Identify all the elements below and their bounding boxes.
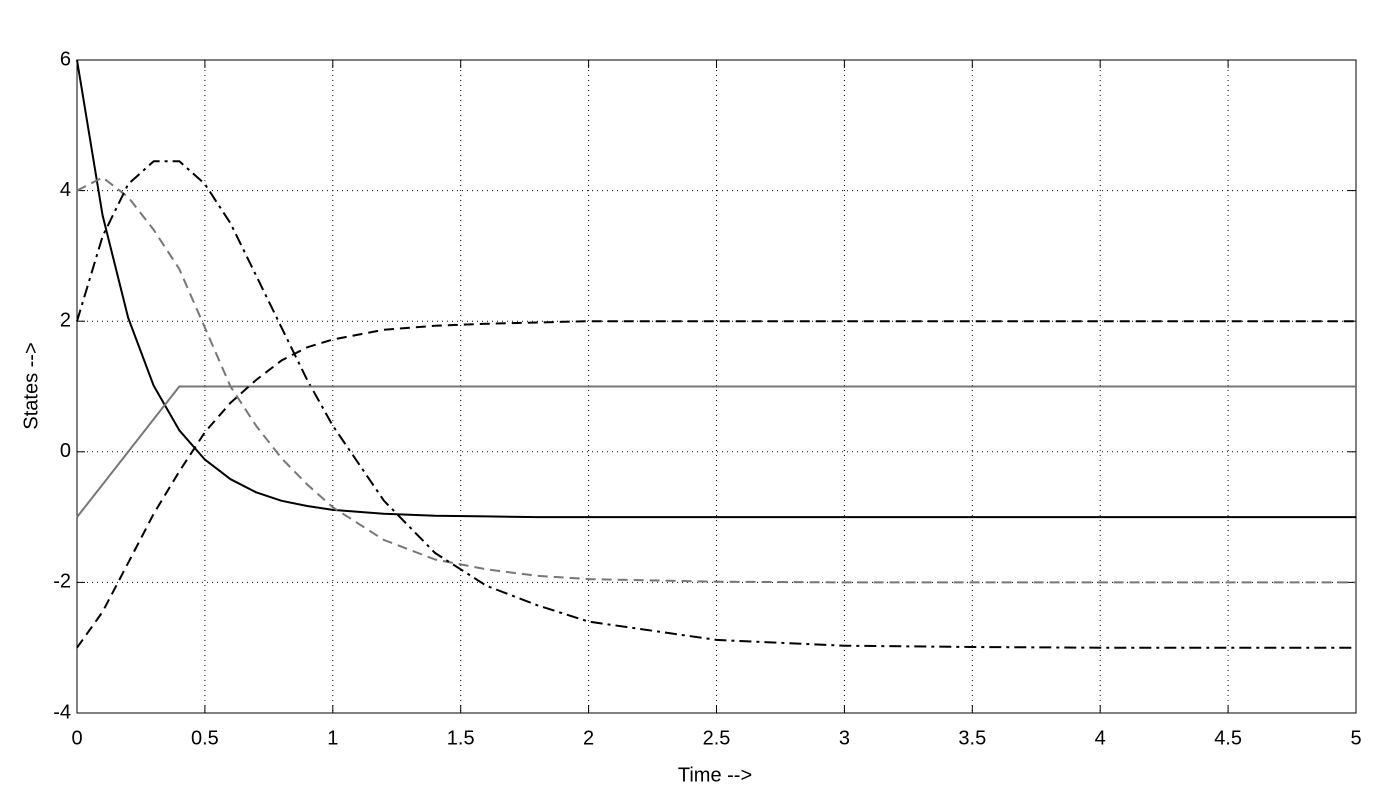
- x-tick-label: 5: [1350, 727, 1361, 749]
- x-tick-label: 4: [1095, 727, 1106, 749]
- line: [76, 59, 1356, 519]
- x-tick-label: 2.5: [703, 727, 731, 749]
- y-tick-label: 0: [60, 440, 71, 462]
- x-tick-label: 3: [839, 727, 850, 749]
- y-tick-label: -4: [53, 701, 71, 723]
- x-tick-label: 1: [327, 727, 338, 749]
- x-axis-label: Time -->: [678, 764, 752, 786]
- line: [76, 176, 1356, 584]
- x-tick-label: 1.5: [447, 727, 475, 749]
- x-tick-label: 4.5: [1214, 727, 1242, 749]
- line: [76, 385, 1356, 518]
- y-tick-label: 2: [60, 309, 71, 331]
- x-tick-label: 0.5: [191, 727, 219, 749]
- x-tick-label: 0: [71, 727, 82, 749]
- line: [76, 160, 1356, 649]
- y-tick-label: 6: [60, 48, 71, 70]
- y-tick-label: -2: [53, 571, 71, 593]
- y-axis-label: States -->: [20, 342, 42, 429]
- line: [76, 320, 1356, 649]
- x-tick-label: 3.5: [958, 727, 986, 749]
- y-tick-label: 4: [60, 179, 71, 201]
- x-tick-label: 2: [583, 727, 594, 749]
